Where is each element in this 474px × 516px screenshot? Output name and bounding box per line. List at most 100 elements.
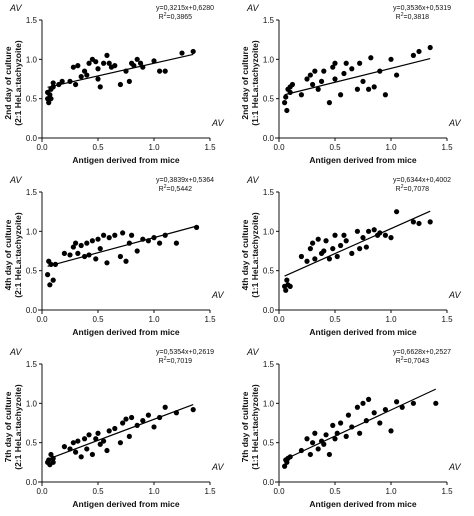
- data-point: [388, 428, 394, 434]
- data-point: [120, 230, 126, 236]
- x-tick-label: 0.5: [329, 487, 341, 496]
- data-point: [190, 407, 196, 413]
- data-point: [93, 59, 99, 65]
- data-point: [50, 80, 56, 86]
- data-point: [123, 258, 129, 264]
- data-point: [93, 436, 99, 442]
- y-tick-label: 0.5: [263, 267, 275, 276]
- y-axis-label-line2: (1:1 HeLa:tachyzoite): [250, 40, 260, 126]
- data-point: [89, 238, 95, 244]
- regression-line: [284, 388, 437, 461]
- data-point: [93, 256, 99, 262]
- data-point: [368, 55, 374, 61]
- data-point: [349, 250, 355, 256]
- x-tick-label: 1.5: [441, 143, 453, 152]
- regression-line: [47, 403, 194, 460]
- data-point: [48, 96, 54, 102]
- x-tick-label: 1.5: [204, 487, 216, 496]
- x-tick-label: 1.0: [148, 143, 160, 152]
- axis-tag-y: AV: [9, 175, 23, 185]
- r-squared-label: R2=0,7078: [396, 184, 429, 193]
- data-point: [47, 282, 53, 288]
- data-point: [95, 66, 101, 72]
- data-point: [86, 60, 92, 66]
- data-point: [357, 60, 363, 66]
- regression-equation: y=0,3536x+0,5319: [393, 5, 451, 12]
- data-point: [312, 68, 318, 74]
- y-tick-label: 0.0: [26, 134, 38, 143]
- data-point: [323, 238, 329, 244]
- data-point: [75, 63, 81, 69]
- data-point: [50, 277, 56, 283]
- x-tick-label: 1.0: [385, 315, 397, 324]
- x-tick-label: 1.0: [385, 143, 397, 152]
- x-tick-label: 1.5: [441, 315, 453, 324]
- data-point: [382, 92, 388, 98]
- y-axis-label-line2: (2:1 HeLa:tachyzoite): [13, 212, 23, 298]
- data-point: [326, 256, 332, 262]
- data-point: [323, 432, 329, 438]
- axis-tag-y: AV: [246, 347, 260, 357]
- data-point: [377, 420, 383, 426]
- data-point: [97, 441, 103, 447]
- data-point: [101, 60, 107, 66]
- data-point: [315, 446, 321, 452]
- data-point: [106, 235, 112, 241]
- data-point: [343, 60, 349, 66]
- data-point: [282, 100, 288, 106]
- x-tick-label: 0.5: [92, 143, 104, 152]
- data-point: [78, 454, 84, 460]
- regression-equation: y=0,6628x+0,2527: [393, 349, 451, 356]
- regression-equation: y=0,3215x+0,6280: [156, 5, 214, 12]
- data-point: [330, 246, 336, 252]
- regression-equation: y=0,6344x+0,4002: [393, 177, 451, 184]
- data-point: [84, 240, 90, 246]
- data-point: [179, 50, 185, 56]
- data-point: [157, 240, 163, 246]
- y-tick-label: 1.5: [26, 360, 38, 369]
- data-point: [357, 246, 363, 252]
- data-point: [123, 416, 129, 422]
- r-squared-label: R2=0,3818: [396, 12, 429, 21]
- y-tick-label: 0.0: [26, 306, 38, 315]
- data-point: [104, 447, 110, 454]
- axis-tag-x: AV: [211, 118, 225, 128]
- data-point: [410, 400, 416, 406]
- data-point: [366, 228, 372, 234]
- data-point: [341, 232, 347, 238]
- data-point: [338, 242, 344, 249]
- y-axis-label-line1: 2nd day of culture: [3, 46, 13, 119]
- y-axis-label-line1: 2nd day of culture: [240, 46, 250, 119]
- data-point: [312, 430, 318, 436]
- data-point: [304, 258, 310, 264]
- data-point: [173, 240, 179, 246]
- data-point: [332, 76, 338, 82]
- data-point: [134, 248, 140, 254]
- data-point: [50, 459, 56, 465]
- data-point: [410, 219, 416, 225]
- data-point: [330, 422, 336, 428]
- data-point: [332, 60, 338, 66]
- data-point: [157, 68, 163, 74]
- axis-tag-y: AV: [246, 3, 260, 13]
- data-point: [151, 424, 157, 430]
- data-point: [416, 220, 422, 227]
- data-point: [371, 84, 377, 90]
- data-point: [78, 242, 84, 249]
- data-point: [112, 425, 118, 432]
- data-point: [117, 253, 123, 260]
- y-axis-label-line1: 4th day of culture: [240, 219, 250, 290]
- data-point: [341, 70, 347, 77]
- r-squared-label: R2=0,7019: [159, 356, 192, 365]
- data-point: [321, 68, 327, 74]
- data-point: [310, 240, 316, 246]
- data-point: [46, 100, 52, 106]
- axis-tag-y: AV: [9, 3, 23, 13]
- data-point: [48, 451, 54, 458]
- data-point: [104, 52, 110, 59]
- axis-tag-x: AV: [211, 462, 225, 472]
- data-point: [321, 441, 327, 447]
- data-point: [70, 440, 76, 446]
